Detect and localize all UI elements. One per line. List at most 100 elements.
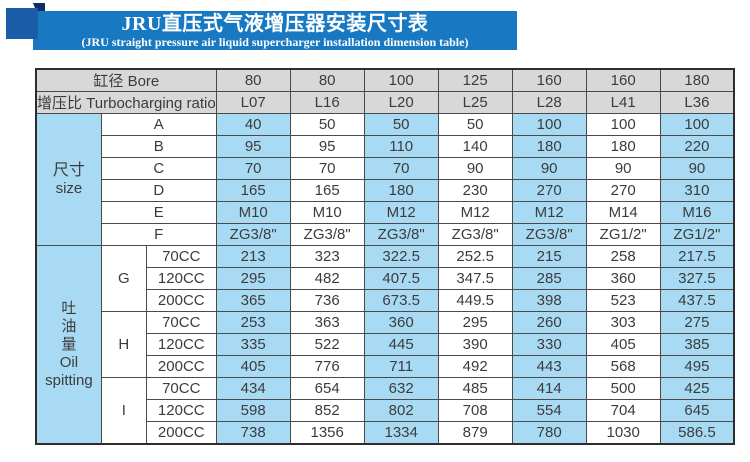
table-cell: 270 [585,179,661,202]
group-label-g: G [100,245,147,312]
size-label-zh: 尺寸 [52,162,85,179]
oil-row: 200CC 738 1356 1334 879 780 1030 586.5 [36,421,735,445]
cc-label: 200CC [145,421,217,445]
bore-value: 80 [215,68,291,92]
table-cell: 802 [363,399,439,422]
page-title: JRU直压式气液增压器安装尺寸表 [121,13,429,35]
oil-row: 吐油量 Oil spitting G 70CC 213 323 322.5 25… [35,245,735,445]
bore-header-label: 缸径 Bore [35,68,217,92]
table-cell: M14 [585,201,661,224]
table-cell: 738 [215,421,291,445]
table-cell: ZG1/2" [659,223,735,246]
table-cell: 704 [585,399,661,422]
table-cell: 95 [215,135,291,158]
table-cell: 385 [659,333,735,356]
table-cell: ZG3/8" [437,223,513,246]
table-cell: 180 [363,179,439,202]
table-cell: 303 [585,311,661,334]
table-cell: 322.5 [363,245,439,268]
row-label: E [100,201,217,224]
table-cell: 405 [215,355,291,378]
table-cell: 213 [215,245,291,268]
cc-label: 70CC [145,377,217,400]
row-label: A [100,113,217,136]
table-cell: 70 [289,157,365,180]
table-cell: M10 [215,201,291,224]
ratio-header-row: 增压比 Turbocharging ratio L07 L16 L20 L25 … [35,91,735,114]
cc-label: 70CC [145,311,217,334]
ratio-value: L16 [289,91,365,114]
oil-label-en2: spitting [45,371,93,389]
oil-row: 200CC 365 736 673.5 449.5 398 523 437.5 [36,289,735,312]
bore-value: 160 [511,68,587,92]
table-cell: 1356 [289,421,365,445]
table-cell: 425 [659,377,735,400]
bore-value: 80 [289,68,365,92]
table-cell: 295 [215,267,291,290]
oil-label-en1: Oil [59,353,79,371]
title-banner: JRU直压式气液增压器安装尺寸表 (JRU straight pressure … [33,11,517,50]
table-cell: 363 [289,311,365,334]
table-cell: 275 [659,311,735,334]
table-cell: 40 [215,113,291,136]
table-cell: 365 [215,289,291,312]
table-cell: 327.5 [659,267,735,290]
table-cell: 500 [585,377,661,400]
oil-label-zh: 吐油量 [61,299,77,353]
table-cell: M12 [437,201,513,224]
cc-label: 200CC [145,355,217,378]
table-cell: 70 [215,157,291,180]
table-cell: 852 [289,399,365,422]
table-cell: 347.5 [437,267,513,290]
table-cell: 673.5 [363,289,439,312]
table-cell: 598 [215,399,291,422]
table-cell: 90 [585,157,661,180]
table-cell: 253 [215,311,291,334]
table-cell: 100 [659,113,735,136]
row-label: D [100,179,217,202]
table-cell: M16 [659,201,735,224]
table-cell: 360 [585,267,661,290]
ratio-value: L41 [585,91,661,114]
table-cell: 165 [289,179,365,202]
table-cell: 90 [437,157,513,180]
table-cell: 330 [511,333,587,356]
table-cell: 495 [659,355,735,378]
table-cell: 443 [511,355,587,378]
table-cell: 180 [511,135,587,158]
table-cell: 405 [585,333,661,356]
oil-row: 120CC 598 852 802 708 554 704 645 [36,399,735,422]
cc-label: 120CC [145,267,217,290]
dimension-table: 缸径 Bore 80 80 100 125 160 160 180 增压比 Tu… [35,68,736,445]
table-cell: ZG3/8" [511,223,587,246]
table-cell: 407.5 [363,267,439,290]
table-cell: 260 [511,311,587,334]
banner-tab-square [6,8,38,39]
table-cell: 50 [437,113,513,136]
size-label-en: size [55,180,83,197]
table-cell: 230 [437,179,513,202]
ribbon-fold [33,3,45,14]
table-cell: 140 [437,135,513,158]
table-cell: 215 [511,245,587,268]
ratio-value: L36 [659,91,735,114]
table-cell: 523 [585,289,661,312]
row-label: C [100,157,217,180]
table-cell: 270 [511,179,587,202]
ratio-value: L28 [511,91,587,114]
size-section-label: 尺寸 size [35,113,102,246]
table-cell: 398 [511,289,587,312]
table-cell: 434 [215,377,291,400]
size-row: E M10 M10 M12 M12 M12 M14 M16 [36,201,735,224]
table-cell: 50 [289,113,365,136]
table-cell: 70 [363,157,439,180]
table-cell: 554 [511,399,587,422]
table-cell: 100 [585,113,661,136]
group-label-h: H [100,311,147,378]
row-label: F [100,223,217,246]
table-cell: 879 [437,421,513,445]
table-cell: 90 [511,157,587,180]
table-cell: 335 [215,333,291,356]
table-cell: ZG3/8" [363,223,439,246]
row-label: B [100,135,217,158]
